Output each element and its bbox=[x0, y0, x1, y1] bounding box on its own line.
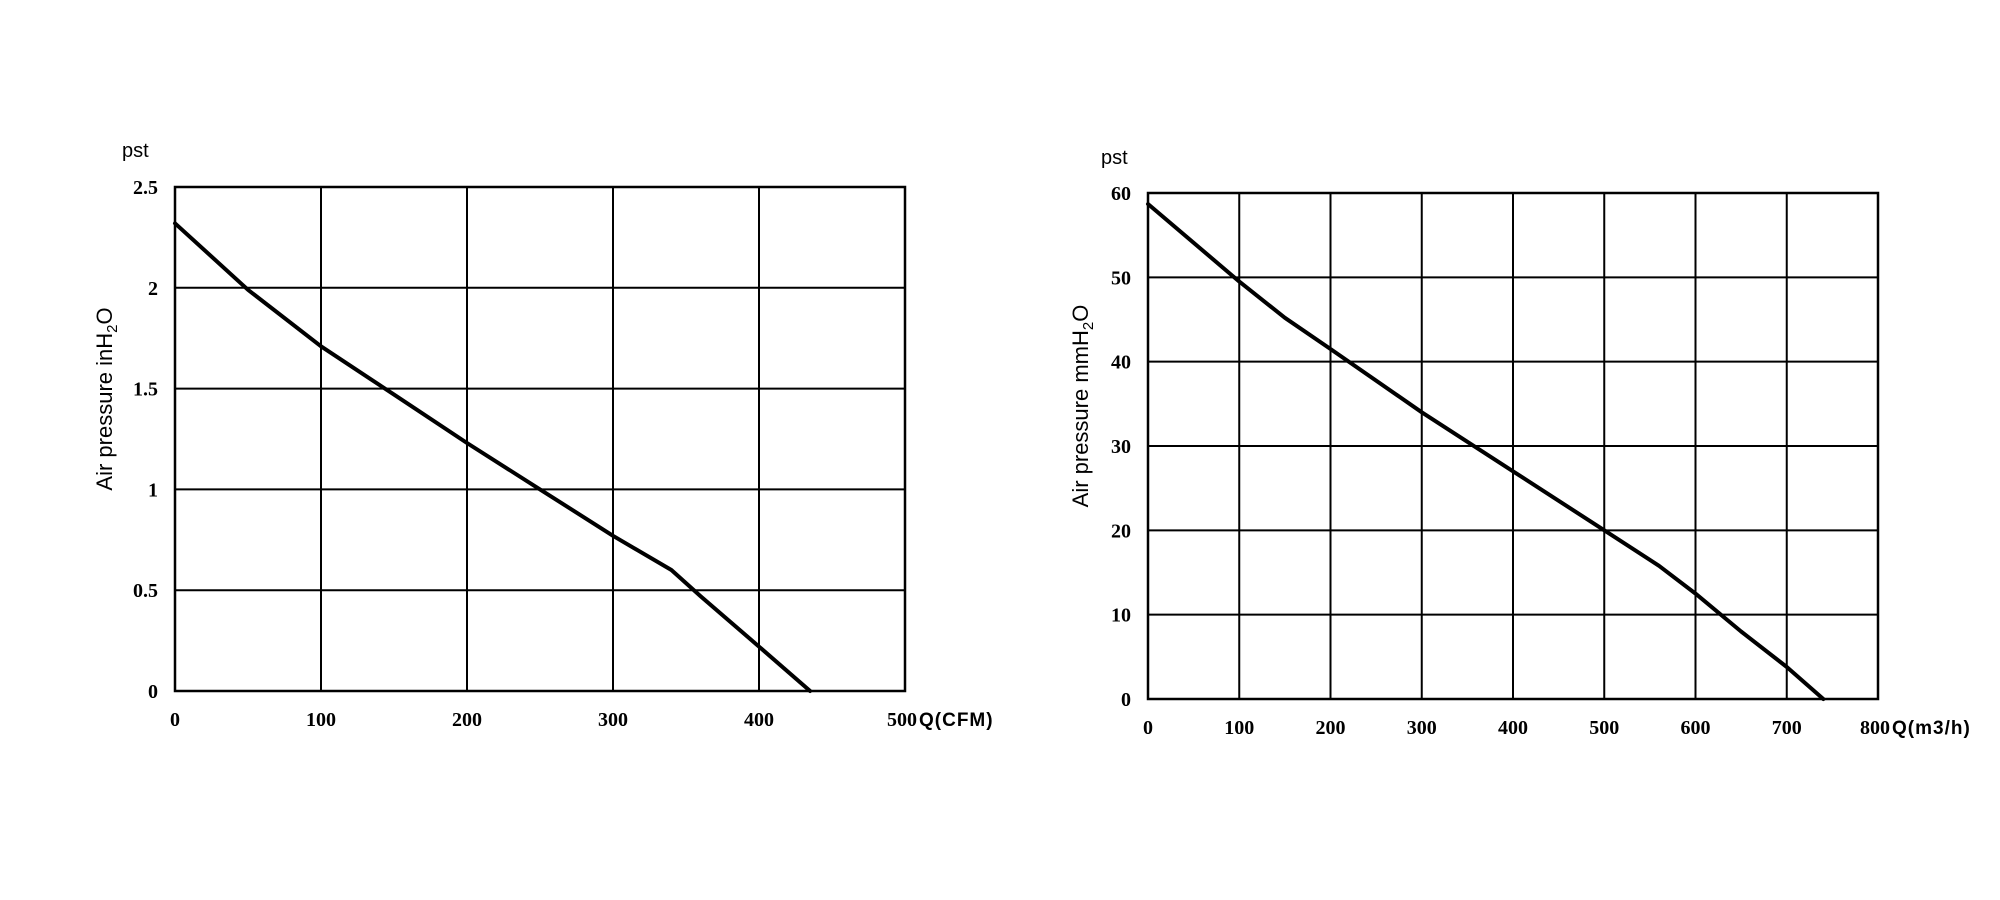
series-line-0 bbox=[1146, 202, 1826, 701]
x-tick-label: 300 bbox=[1407, 717, 1437, 739]
y-axis-label-tail: O bbox=[92, 307, 117, 324]
y-axis-label: Air pressure mmH2O bbox=[1068, 305, 1097, 508]
y-tick-label: 60 bbox=[1111, 183, 1131, 205]
y-tick-label: 50 bbox=[1111, 267, 1131, 289]
y-tick-label: 0.5 bbox=[133, 580, 158, 602]
chart-air-pressure-m3h: 0 100 200 300 400 500 600 700 800 Q(m3/h) 0 10 20 30 4… bbox=[1068, 147, 1971, 739]
y-tick-label: 1 bbox=[148, 479, 158, 501]
x-tick-label: 600 bbox=[1681, 717, 1711, 739]
chart-air-pressure-cfm: 0 100 200 300 400 500 Q(CFM) 0 0.5 1 1.5 2 2.5 pst Air… bbox=[92, 140, 994, 731]
y-tick-label: 30 bbox=[1111, 436, 1131, 458]
x-tick-label: 0 bbox=[1143, 717, 1153, 739]
x-tick-label: 800 bbox=[1860, 717, 1890, 739]
y-axis-label-subscript: 2 bbox=[1080, 322, 1097, 330]
pst-label: pst bbox=[1101, 147, 1128, 169]
y-axis-label-tail: O bbox=[1068, 305, 1093, 322]
y-tick-label: 10 bbox=[1111, 605, 1131, 627]
x-tick-label: 400 bbox=[744, 709, 774, 731]
y-axis-label: Air pressure inH2O bbox=[92, 307, 121, 490]
x-tick-label: 100 bbox=[1224, 717, 1254, 739]
x-tick-label: 100 bbox=[306, 709, 336, 731]
y-axis-label-subscript: 2 bbox=[104, 325, 121, 333]
x-axis-unit-label: Q(CFM) bbox=[919, 710, 994, 731]
x-tick-label: 300 bbox=[598, 709, 628, 731]
y-axis-label-main: Air pressure mmH bbox=[1068, 330, 1093, 507]
x-tick-label: 0 bbox=[170, 709, 180, 731]
x-tick-label: 500 bbox=[1589, 717, 1619, 739]
y-tick-label: 0 bbox=[1121, 689, 1131, 711]
x-tick-label: 200 bbox=[452, 709, 482, 731]
x-axis-unit-label: Q(m3/h) bbox=[1892, 718, 1971, 739]
y-axis-label-main: Air pressure inH bbox=[92, 333, 117, 491]
series-line-0 bbox=[173, 221, 813, 693]
y-tick-label: 0 bbox=[148, 681, 158, 703]
pst-label: pst bbox=[122, 140, 149, 162]
plot-frame bbox=[173, 185, 907, 693]
y-tick-label: 2 bbox=[148, 278, 158, 300]
plot-frame bbox=[1146, 191, 1880, 701]
y-tick-label: 1.5 bbox=[133, 379, 158, 401]
y-tick-label: 40 bbox=[1111, 352, 1131, 374]
x-tick-label: 200 bbox=[1316, 717, 1346, 739]
y-tick-label: 2.5 bbox=[133, 177, 158, 199]
x-tick-label: 400 bbox=[1498, 717, 1528, 739]
y-tick-label: 20 bbox=[1111, 520, 1131, 542]
x-tick-label: 500 bbox=[887, 709, 917, 731]
x-tick-label: 700 bbox=[1772, 717, 1802, 739]
